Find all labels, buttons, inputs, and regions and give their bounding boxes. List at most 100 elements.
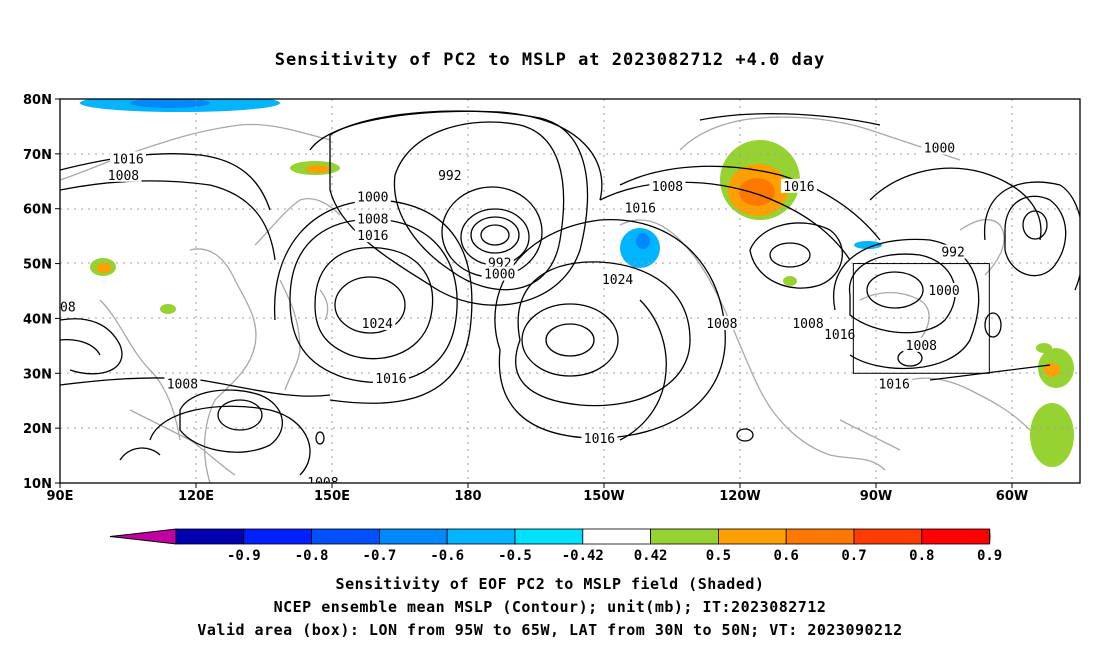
contour-label: 1000 xyxy=(928,284,959,299)
contour-label: 1016 xyxy=(357,229,388,244)
contour-label-bg xyxy=(60,299,78,314)
shading-patch xyxy=(739,178,775,206)
colorbar-label: -0.9 xyxy=(227,548,261,564)
contour-label: 1016 xyxy=(878,377,909,392)
colorbar-swatch xyxy=(650,528,719,545)
contour-label-bg xyxy=(304,475,341,483)
contour-label-bg xyxy=(939,244,968,259)
lon-label: 120E xyxy=(178,489,214,504)
shading-patch xyxy=(130,99,210,108)
contour-label: 1008 xyxy=(357,213,388,228)
contour-label-bg xyxy=(359,315,396,330)
colorbar-swatch xyxy=(785,528,855,545)
colorbar-label: 0.5 xyxy=(706,548,731,564)
contour-label-bg xyxy=(354,211,391,226)
contour-label: 992 xyxy=(941,246,964,261)
shading-patch xyxy=(783,276,797,286)
contour-label: 1008 xyxy=(44,300,75,315)
contour-label: 1016 xyxy=(824,328,855,343)
lat-label: 40N xyxy=(23,312,52,327)
sensitivity-shading xyxy=(80,99,1074,467)
shading-patch xyxy=(160,304,176,314)
colorbar-label: -0.42 xyxy=(562,548,604,564)
lat-label: 50N xyxy=(23,258,52,273)
contour-label: 1008 xyxy=(792,317,823,332)
lon-label: 90W xyxy=(860,489,892,504)
lat-label: 80N xyxy=(23,93,52,108)
shading-patch xyxy=(97,263,111,273)
lon-label: 150W xyxy=(583,489,624,504)
contour-label-bg xyxy=(481,266,518,281)
contour-label-bg xyxy=(485,255,514,270)
map-frame xyxy=(59,98,1081,484)
colorbar-swatch xyxy=(378,528,448,545)
mslp-contours xyxy=(60,110,1080,476)
lon-label: 150E xyxy=(314,489,350,504)
map-title: Sensitivity of PC2 to MSLP at 2023082712… xyxy=(274,50,826,70)
colorbar-label: -0.8 xyxy=(295,548,329,564)
colorbar-min-arrow xyxy=(109,528,177,545)
colorbar-label: -0.5 xyxy=(498,548,532,564)
footer-line-2: NCEP ensemble mean MSLP (Contour); unit(… xyxy=(273,598,827,616)
colorbar-swatch xyxy=(446,528,516,545)
colorbar-label: -0.6 xyxy=(430,548,464,564)
colorbar-label: -0.7 xyxy=(363,548,397,564)
contour-label: 1000 xyxy=(484,268,515,283)
contour-label-bg xyxy=(921,140,958,155)
contour-label-bg xyxy=(703,315,740,330)
contour-label: 1008 xyxy=(906,339,937,354)
contour-label: 1024 xyxy=(362,317,393,332)
contour-label: 1000 xyxy=(924,141,955,156)
shading-patch xyxy=(1030,403,1074,467)
colorbar-label: 0.9 xyxy=(977,548,1002,564)
contour-label-bg xyxy=(372,370,409,385)
colorbar-label: 0.8 xyxy=(909,548,934,564)
footer-line-3: Valid area (box): LON from 95W to 65W, L… xyxy=(197,621,903,639)
longitude-axis: 90E 120E 150E 180 150W 120W 90W 60W xyxy=(47,483,1028,504)
colorbar-swatch xyxy=(243,528,313,545)
shading-patch xyxy=(636,233,650,249)
contour-label-bg xyxy=(435,167,464,182)
contour-label-bg xyxy=(876,376,913,391)
contour-label: 1024 xyxy=(602,273,633,288)
contour-label: 1008 xyxy=(307,476,338,491)
contour-label-bg xyxy=(649,178,686,193)
colorbar-label: 0.7 xyxy=(841,548,866,564)
contour-label: 1008 xyxy=(652,180,683,195)
contour-label-bg xyxy=(926,283,962,297)
colorbar-swatch xyxy=(582,528,651,545)
contour-label-bg xyxy=(110,151,146,166)
footer-line-1: Sensitivity of EOF PC2 to MSLP field (Sh… xyxy=(335,575,765,593)
contour-label: 1016 xyxy=(783,180,814,195)
shading-patch xyxy=(854,241,882,249)
colorbar-swatch xyxy=(921,528,990,545)
contour-label-bg xyxy=(780,178,817,193)
contour-label: 1016 xyxy=(112,152,143,167)
colorbar-swatch xyxy=(514,528,584,545)
colorbar: -0.9 -0.8 -0.7 -0.6 -0.5 -0.42 0.42 0.5 0.6 0.7 0.… xyxy=(109,528,1002,564)
contour-label: 1016 xyxy=(584,432,615,447)
colorbar-swatch xyxy=(718,528,787,545)
contour-label-bg xyxy=(599,272,636,287)
colorbar-swatch xyxy=(311,528,380,545)
colorbar-label: 0.6 xyxy=(774,548,799,564)
lat-label: 10N xyxy=(23,477,52,492)
lon-label: 180 xyxy=(454,489,481,504)
lon-label: 90E xyxy=(47,489,74,504)
lat-label: 20N xyxy=(23,422,52,437)
lon-label: 60W xyxy=(996,489,1028,504)
contour-label: 992 xyxy=(438,169,461,184)
contour-label-bg xyxy=(581,431,618,446)
contour-label-bg xyxy=(354,228,391,243)
lat-label: 70N xyxy=(23,148,52,163)
contour-label-bg xyxy=(821,326,858,341)
lat-label: 30N xyxy=(23,367,52,382)
contour-label: 1008 xyxy=(108,169,139,184)
contour-label: 1016 xyxy=(375,372,406,387)
colorbar-label: 0.42 xyxy=(634,548,668,564)
colorbar-swatch xyxy=(853,528,923,545)
lat-label: 60N xyxy=(23,203,52,218)
